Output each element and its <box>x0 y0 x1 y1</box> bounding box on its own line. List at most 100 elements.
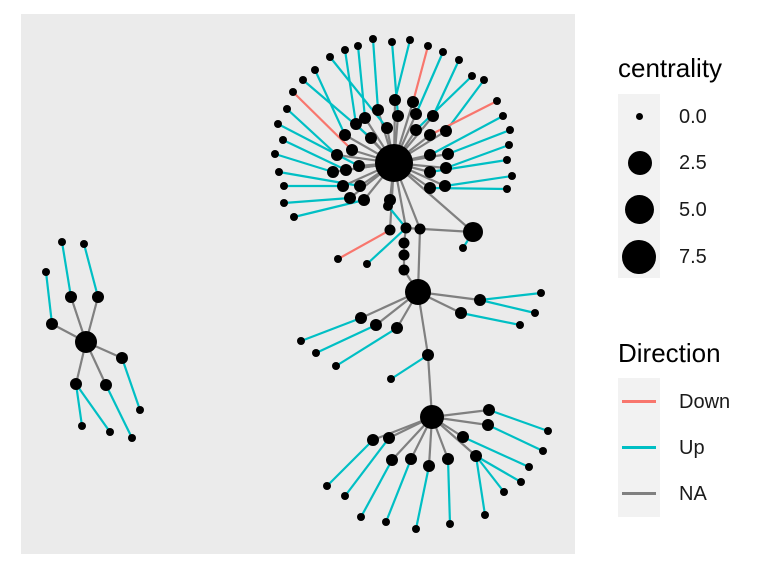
node-5 <box>70 378 82 390</box>
node-101 <box>482 419 494 431</box>
node-94 <box>516 321 524 329</box>
node-61 <box>499 112 507 120</box>
node-86 <box>474 294 486 306</box>
node-72 <box>280 199 288 207</box>
node-3 <box>46 318 58 330</box>
direction-legend-title: Direction <box>618 338 721 368</box>
node-113 <box>517 478 525 486</box>
node-38 <box>354 180 366 192</box>
edge-8 <box>44 271 54 325</box>
edge-118 <box>384 458 413 523</box>
node-76 <box>384 224 396 236</box>
edge-98 <box>390 354 429 380</box>
node-25 <box>440 125 452 137</box>
node-65 <box>279 136 287 144</box>
edge-92 <box>479 291 542 302</box>
node-21 <box>427 110 439 122</box>
node-19 <box>410 108 422 120</box>
centrality-label-0: 0.0 <box>679 106 707 128</box>
edge-50 <box>343 49 358 125</box>
centrality-label-7-5: 7.5 <box>679 246 707 268</box>
node-62 <box>506 126 514 134</box>
node-95 <box>297 337 305 345</box>
node-48 <box>388 38 396 46</box>
node-97 <box>332 362 340 370</box>
edge-62 <box>445 143 510 170</box>
edge-48 <box>356 45 367 119</box>
node-11 <box>78 422 86 430</box>
node-43 <box>358 194 370 206</box>
node-8 <box>80 240 88 248</box>
direction-key-down <box>622 400 656 403</box>
edge-97 <box>335 327 398 367</box>
edge-114 <box>475 455 505 493</box>
node-4 <box>116 352 128 364</box>
node-115 <box>323 482 331 490</box>
node-105 <box>405 453 417 465</box>
node-98 <box>387 375 395 383</box>
node-16 <box>407 96 419 108</box>
node-104 <box>386 454 398 466</box>
edge-49 <box>432 59 460 117</box>
node-28 <box>365 132 377 144</box>
edge-57 <box>292 91 353 151</box>
node-2 <box>92 291 104 303</box>
node-85 <box>405 279 431 305</box>
node-80 <box>398 249 410 261</box>
centrality-legend-title: centrality <box>618 53 723 83</box>
edge-44 <box>411 45 430 103</box>
node-55 <box>480 76 488 84</box>
node-88 <box>355 312 367 324</box>
node-96 <box>312 349 320 357</box>
node-83 <box>363 260 371 268</box>
edge-115 <box>326 439 374 487</box>
node-26 <box>339 129 351 141</box>
edge-67 <box>444 174 513 188</box>
node-111 <box>539 447 547 455</box>
edge-93 <box>479 298 536 315</box>
edge-60 <box>447 128 511 156</box>
node-82 <box>334 255 342 263</box>
node-66 <box>503 156 511 164</box>
node-59 <box>289 88 297 96</box>
edge-78 <box>337 229 391 260</box>
edge-111 <box>487 424 544 452</box>
node-78 <box>414 223 426 235</box>
centrality-legend-keys <box>618 94 660 278</box>
edge-70 <box>283 196 351 205</box>
node-56 <box>311 66 319 74</box>
node-102 <box>367 434 379 446</box>
node-73 <box>290 213 298 221</box>
node-71 <box>503 185 511 193</box>
edge-79 <box>366 227 407 265</box>
node-121 <box>481 511 489 519</box>
node-100 <box>483 404 495 416</box>
direction-label-na: NA <box>679 483 707 505</box>
node-74 <box>463 222 483 242</box>
node-7 <box>58 238 66 246</box>
edge-52 <box>415 75 473 131</box>
node-39 <box>439 180 451 192</box>
node-109 <box>457 431 469 443</box>
node-18 <box>392 110 404 122</box>
edge-65 <box>274 152 334 174</box>
node-112 <box>525 463 533 471</box>
edge-120 <box>446 458 452 525</box>
node-116 <box>341 492 349 500</box>
edge-43 <box>393 39 412 101</box>
edge-58 <box>286 108 338 156</box>
edge-112 <box>462 435 530 469</box>
node-20 <box>359 112 371 124</box>
edge-56 <box>302 79 372 139</box>
node-103 <box>383 432 395 444</box>
node-34 <box>440 162 452 174</box>
edge-121 <box>474 455 487 516</box>
edge-119 <box>414 465 431 530</box>
node-107 <box>442 453 454 465</box>
node-50 <box>354 42 362 50</box>
direction-label-up: Up <box>679 437 705 459</box>
node-10 <box>136 406 144 414</box>
node-120 <box>446 520 454 528</box>
node-40 <box>337 180 349 192</box>
